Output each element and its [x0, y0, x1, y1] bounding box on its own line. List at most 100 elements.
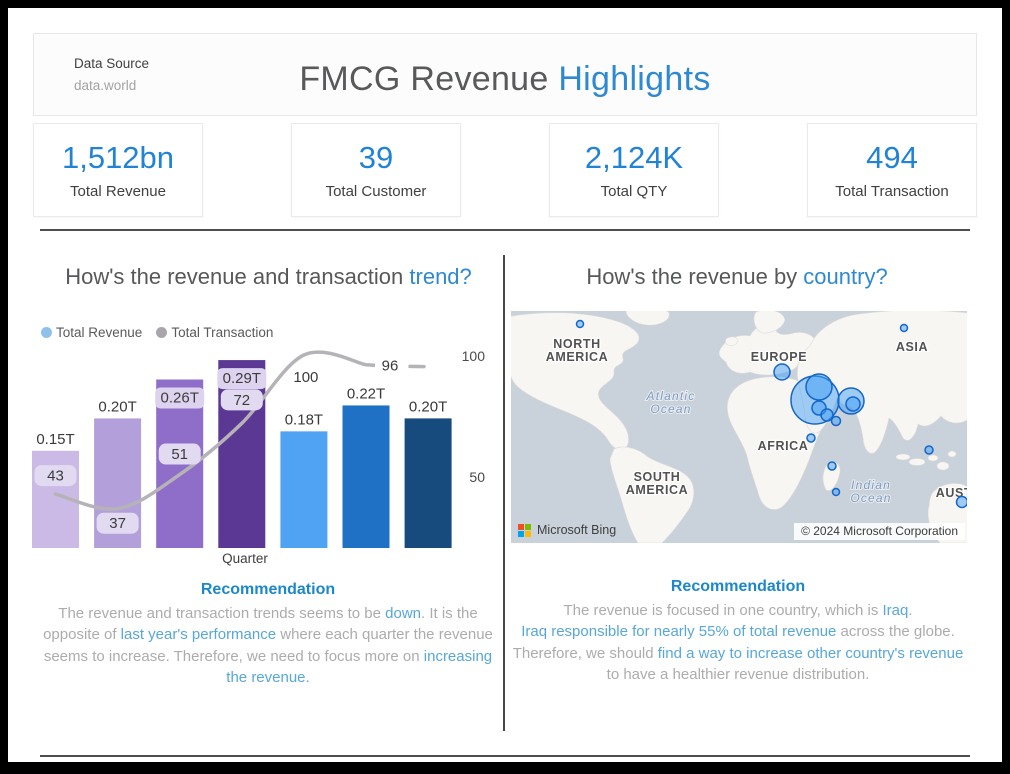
- text-segment: . It is the opposite of: [43, 605, 478, 644]
- line-value-label: 51: [171, 446, 188, 463]
- map-revenue-bubbles: [575, 319, 968, 509]
- recommendation-text: The revenue and transaction trends seems…: [36, 603, 500, 689]
- bing-attribution[interactable]: Microsoft Bing: [518, 523, 616, 537]
- map-panel-title: How's the revenue by country?: [507, 264, 967, 290]
- legend-dot-icon: [41, 327, 52, 338]
- continent-label: ASIA: [896, 340, 928, 354]
- land-philippines: [947, 450, 957, 458]
- revenue-bubble[interactable]: [773, 363, 791, 381]
- bar-0.20T[interactable]: [404, 418, 452, 548]
- bar-value-label: 0.20T: [409, 398, 447, 415]
- kpi-label: Total QTY: [600, 182, 668, 200]
- line-value-label: 43: [47, 468, 64, 485]
- kpi-value: 494: [866, 139, 918, 175]
- transaction-trend-line[interactable]: [53, 350, 381, 511]
- highlighted-phrase: Iraq: [882, 602, 909, 619]
- ocean-label: Indian: [851, 478, 891, 492]
- ocean-label: Ocean: [650, 402, 691, 416]
- right-axis-tick: 50: [469, 469, 485, 485]
- ocean-label: Atlantic: [646, 389, 696, 403]
- bar-value-label: 0.15T: [36, 431, 74, 448]
- line-value-label: 37: [109, 515, 126, 532]
- map-title-accent: country?: [803, 264, 888, 289]
- data-source-block: Data Source data.world: [74, 56, 149, 93]
- kpi-label: Total Customer: [325, 182, 427, 200]
- revenue-bubble[interactable]: [845, 396, 861, 412]
- land-south-america: [609, 446, 695, 543]
- bar-value-label: 0.20T: [98, 398, 136, 415]
- continent-label: SOUTH: [634, 470, 681, 484]
- map-recommendation: Recommendation The revenue is focused in…: [509, 578, 967, 686]
- trend-title-accent: trend?: [409, 264, 472, 289]
- revenue-bubble[interactable]: [955, 495, 968, 509]
- line-value-pill: [220, 389, 263, 411]
- chart-legend: Total Revenue Total Transaction: [41, 325, 273, 340]
- highlighted-phrase: find a way to increase other country's r…: [657, 644, 964, 662]
- microsoft-logo-icon: [518, 523, 531, 537]
- kpi-label: Total Revenue: [70, 182, 166, 200]
- revenue-bubble[interactable]: [899, 323, 909, 333]
- text-segment: The revenue and transaction trends seems…: [58, 605, 386, 622]
- kpi-card-total-customer[interactable]: 39 Total Customer: [291, 123, 461, 217]
- revenue-bubble[interactable]: [830, 415, 842, 427]
- kpi-value: 1,512bn: [61, 139, 175, 175]
- revenue-bubble[interactable]: [924, 445, 934, 455]
- trend-recommendation: Recommendation The revenue and transacti…: [36, 581, 500, 689]
- bar-value-label: 0.29T: [223, 370, 261, 387]
- legend-label: Total Transaction: [171, 325, 274, 340]
- bar-value-pill: [155, 387, 205, 409]
- legend-dot-icon: [156, 327, 168, 338]
- bar-value-label: 0.26T: [161, 390, 199, 407]
- highlighted-phrase: down: [385, 605, 421, 622]
- land-north-america: [511, 312, 640, 450]
- bar-0.22T[interactable]: [342, 405, 390, 548]
- data-source-value: data.world: [74, 78, 137, 93]
- revenue-bubble[interactable]: [820, 408, 834, 422]
- land-madagascar: [822, 461, 841, 491]
- text-segment: to have a healthier revenue distribution…: [606, 666, 870, 684]
- continent-label: AFRICA: [758, 439, 809, 453]
- header-card: Data Source data.world FMCG Revenue High…: [33, 33, 977, 116]
- panel-divider: [503, 255, 505, 731]
- continent-label: NORTH: [553, 337, 600, 351]
- x-axis-title: Quarter: [222, 551, 268, 566]
- kpi-card-total-transaction[interactable]: 494 Total Transaction: [807, 123, 977, 217]
- bar-value-label: 0.22T: [347, 385, 385, 402]
- revenue-map[interactable]: NORTH AMERICA EUROPE ASIA Atlantic Ocean AFRIC…: [511, 311, 967, 543]
- recommendation-text: The revenue is focused in one country, w…: [509, 600, 967, 686]
- page-title-accent: Highlights: [558, 60, 711, 98]
- page-title: FMCG Revenue Highlights: [34, 60, 976, 99]
- ocean-label: Ocean: [850, 491, 891, 505]
- legend-item[interactable]: Total Transaction: [156, 325, 273, 340]
- line-value-label: 96: [382, 357, 399, 374]
- kpi-label: Total Transaction: [835, 182, 949, 200]
- trend-combo-chart[interactable]: 0.15T 0.20T 0.26T 0.29T 0.18T 0.22T 0.20T 43 37 5…: [32, 345, 492, 571]
- text-segment: The revenue is focused in one country, w…: [563, 602, 883, 619]
- highlighted-phrase: Iraq responsible for nearly 55% of total…: [521, 623, 837, 641]
- map-copyright: © 2024 Microsoft Corporation: [794, 523, 965, 540]
- legend-item[interactable]: Total Revenue: [41, 325, 142, 340]
- bottom-divider: [40, 755, 970, 757]
- kpi-card-total-qty[interactable]: 2,124K Total QTY: [549, 123, 719, 217]
- land-scandinavia: [753, 311, 786, 334]
- bing-attribution-label: Microsoft Bing: [537, 523, 617, 537]
- line-value-pill: [158, 443, 201, 465]
- bar-0.18T[interactable]: [280, 431, 328, 548]
- land-indonesia: [936, 461, 950, 471]
- revenue-bubble[interactable]: [831, 487, 841, 497]
- revenue-bubble[interactable]: [575, 319, 585, 329]
- revenue-bubble[interactable]: [827, 461, 837, 471]
- kpi-card-total-revenue[interactable]: 1,512bn Total Revenue: [33, 123, 203, 217]
- revenue-bubble[interactable]: [805, 373, 833, 401]
- revenue-bubble[interactable]: [806, 433, 816, 443]
- line-value-label: 100: [293, 369, 318, 386]
- data-source-label: Data Source: [74, 56, 150, 71]
- kpi-value: 2,124K: [584, 139, 684, 175]
- recommendation-title: Recommendation: [670, 578, 806, 595]
- line-label-backing: [375, 356, 405, 374]
- bar-value-label: 0.18T: [285, 411, 323, 428]
- highlighted-phrase: last year's performance: [120, 626, 277, 644]
- line-value-pill: [96, 512, 139, 534]
- continent-label: EUROPE: [751, 350, 807, 364]
